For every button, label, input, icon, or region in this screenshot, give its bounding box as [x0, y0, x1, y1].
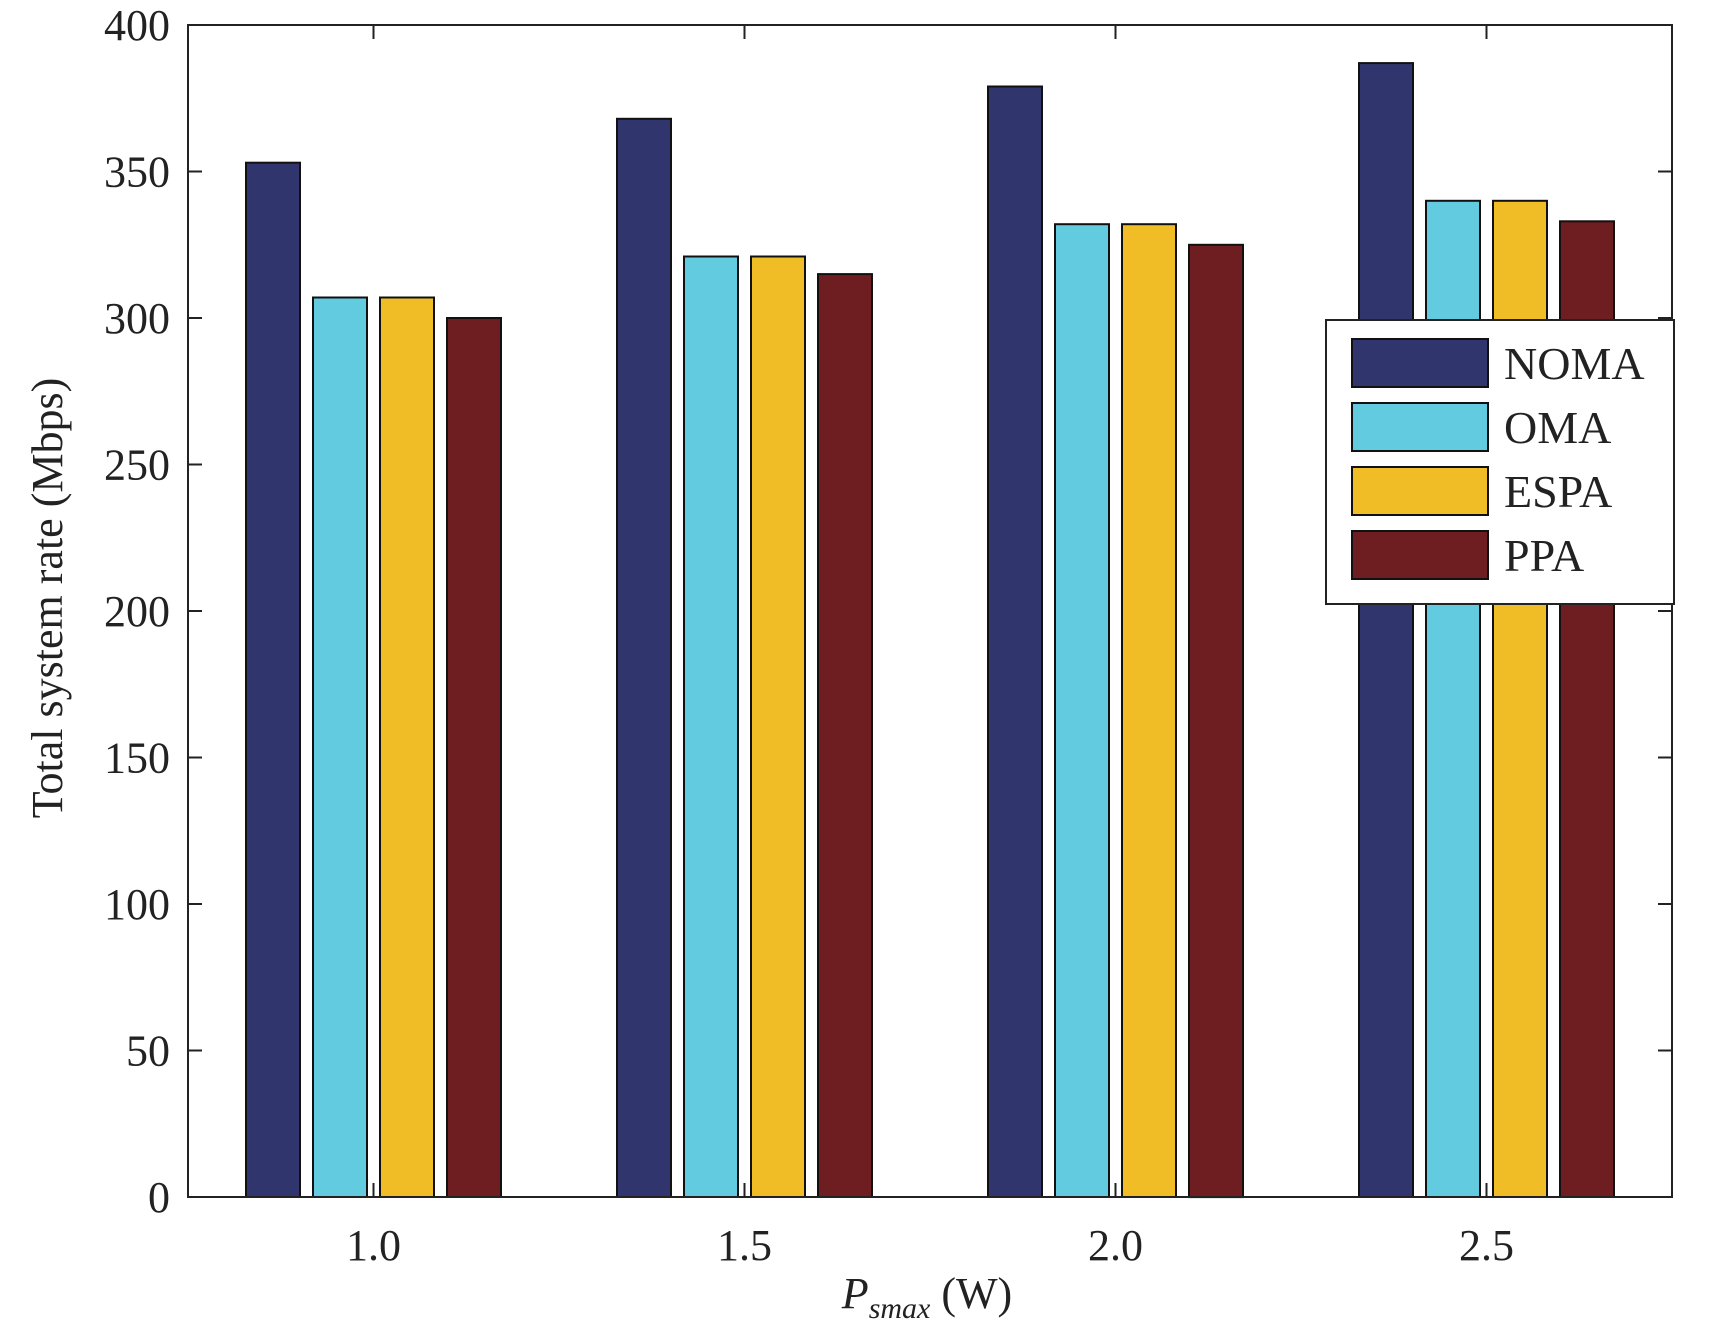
y-tick-label: 300 [104, 294, 170, 343]
y-tick-label: 400 [104, 1, 170, 50]
ticks-layer: 1.0 1.5 2.0 2.5 0 50 100 150 200 250 300 350 400 [104, 1, 1672, 1270]
y-tick-label: 0 [148, 1173, 170, 1222]
x-tick-label: 1.5 [717, 1221, 772, 1270]
bar-noma-2.5 [1358, 62, 1414, 1199]
x-tick-label: 1.0 [346, 1221, 401, 1270]
legend-swatch-noma [1351, 338, 1489, 388]
x-tick-label: 2.5 [1459, 1221, 1514, 1270]
bar-noma-2.0 [987, 85, 1043, 1198]
legend: NOMA OMA ESPA PPA [1325, 319, 1675, 605]
bar-ppa-1.0 [446, 317, 502, 1198]
legend-label-oma: OMA [1504, 402, 1611, 453]
bar-espa-2.0 [1121, 223, 1177, 1198]
bar-espa-1.0 [379, 296, 435, 1198]
bar-oma-1.0 [312, 296, 368, 1198]
bar-ppa-2.0 [1188, 243, 1244, 1199]
bars-layer [245, 62, 1615, 1199]
bar-oma-2.0 [1054, 223, 1110, 1198]
y-axis-label: Total system rate (Mbps) [23, 378, 72, 819]
x-axis-label-subscript: smax [869, 1292, 931, 1325]
legend-label-ppa: PPA [1504, 530, 1584, 581]
y-tick-label: 150 [104, 734, 170, 783]
legend-label-noma: NOMA [1504, 338, 1645, 389]
y-tick-label: 100 [104, 880, 170, 929]
y-tick-label: 50 [126, 1027, 170, 1076]
legend-swatch-ppa [1351, 530, 1489, 580]
x-tick-label: 2.0 [1088, 1221, 1143, 1270]
y-tick-label: 250 [104, 441, 170, 490]
bar-oma-1.5 [683, 255, 739, 1198]
y-tick-label: 200 [104, 587, 170, 636]
x-axis-label-main: P [841, 1269, 869, 1318]
legend-swatch-espa [1351, 466, 1489, 516]
bar-espa-1.5 [750, 255, 806, 1198]
y-tick-label: 350 [104, 148, 170, 197]
x-axis-label-unit: (W) [930, 1269, 1012, 1318]
bar-noma-1.0 [245, 161, 301, 1199]
bar-noma-1.5 [616, 117, 672, 1198]
legend-label-espa: ESPA [1504, 466, 1612, 517]
bar-ppa-1.5 [817, 273, 873, 1199]
legend-swatch-oma [1351, 402, 1489, 452]
x-axis-label: Psmax (W) [841, 1269, 1012, 1325]
